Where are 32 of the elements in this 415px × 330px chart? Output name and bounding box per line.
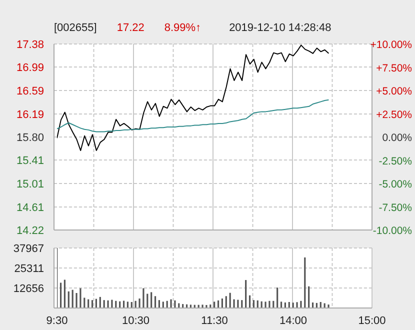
y-tick-label: 17.38 — [16, 39, 44, 51]
text: 17.22 — [116, 22, 144, 34]
y-tick-label: 16.59 — [16, 86, 44, 98]
y-tick-label: 15.80 — [16, 132, 44, 144]
y2-tick-label: -10.00% — [372, 225, 412, 237]
x-tick-label: 11:30 — [201, 314, 228, 327]
x-tick-label: 14:00 — [279, 314, 308, 327]
y-tick-label: 12656 — [13, 283, 44, 295]
text: 2019-12-10 14:28:48 — [229, 22, 332, 34]
y-tick-label: 15.01 — [16, 178, 44, 190]
y2-tick-label: -5.00% — [378, 178, 412, 190]
y2-tick-label: +10.00% — [370, 39, 412, 51]
y2-tick-label: +2.50% — [376, 108, 412, 121]
y-tick-label: 15.41 — [16, 154, 44, 167]
y2-tick-label: 0.00% — [382, 132, 412, 144]
y-tick-label: 16.19 — [16, 109, 44, 122]
line-series — [57, 99, 330, 132]
y-tick-label: 16.99 — [16, 62, 44, 74]
y2-tick-label: -7.50% — [378, 202, 412, 214]
y-tick-label: 25311 — [14, 263, 44, 275]
x-tick-label: 15:00 — [358, 314, 386, 327]
line-series — [57, 44, 330, 152]
text: 8.99%↑ — [164, 22, 202, 34]
y-tick-label: 37967 — [13, 243, 44, 255]
y2-tick-label: +7.50% — [376, 62, 412, 74]
y2-tick-label: -2.50% — [378, 155, 412, 168]
x-tick-label: 9:30 — [46, 314, 68, 327]
y-tick-label: 14.61 — [16, 202, 44, 214]
y-tick-label: 14.22 — [16, 225, 44, 237]
y2-tick-label: +5.00% — [376, 86, 412, 98]
chart-title: [002655] — [54, 22, 97, 34]
x-tick-label: 10:30 — [122, 314, 150, 327]
